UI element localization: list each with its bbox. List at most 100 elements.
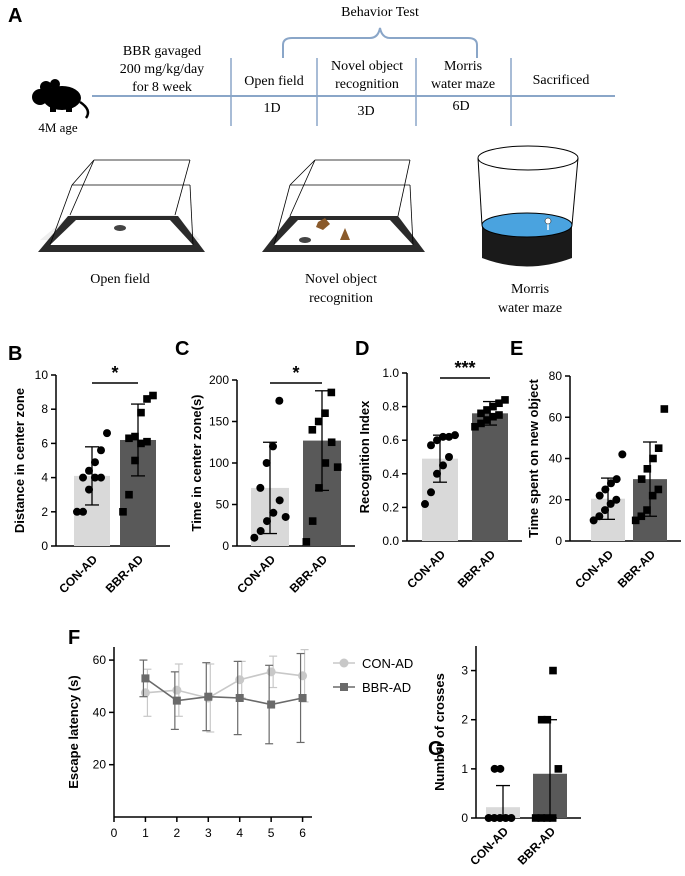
open-field-step: Open field bbox=[244, 74, 303, 89]
behavior-test-label: Behavior Test bbox=[341, 5, 419, 20]
data-point bbox=[103, 429, 111, 438]
legend-marker bbox=[340, 683, 348, 691]
data-point bbox=[321, 409, 329, 417]
data-point bbox=[256, 483, 265, 492]
y-axis-label: Time in center zone(s) bbox=[189, 394, 204, 531]
open-field-box-illustration bbox=[38, 159, 205, 252]
data-point bbox=[131, 432, 139, 441]
data-point bbox=[235, 675, 245, 685]
sacrificed-step: Sacrificed bbox=[533, 73, 590, 88]
data-point bbox=[119, 508, 127, 516]
data-point bbox=[91, 458, 99, 467]
mwm-step-line-1: Morris bbox=[444, 59, 482, 74]
panel-a: A Behavior Test 4M age BBR gavaged 200 m… bbox=[8, 5, 615, 316]
data-point bbox=[308, 517, 317, 525]
y-tick-label: 80 bbox=[549, 369, 563, 383]
x-tick-label: 1 bbox=[142, 826, 149, 840]
data-point bbox=[451, 431, 459, 440]
panel-label: G bbox=[428, 738, 444, 760]
y-tick-label: 8 bbox=[41, 402, 48, 416]
data-point bbox=[250, 533, 259, 542]
panel-e: E 0 20 40 60 80 Time spent on new object CON-AD… bbox=[510, 338, 681, 591]
mouse-icon bbox=[32, 79, 90, 119]
legend-marker bbox=[339, 658, 349, 668]
data-point bbox=[131, 456, 139, 465]
x-tick-label: 4 bbox=[236, 826, 243, 840]
data-point bbox=[537, 715, 546, 724]
data-point bbox=[543, 814, 551, 822]
bbr-line-3: for 8 week bbox=[132, 80, 192, 95]
category-label: CON-AD bbox=[234, 552, 278, 596]
data-point bbox=[172, 685, 182, 695]
y-axis-label: Escape latency (s) bbox=[66, 675, 81, 788]
panel-f: F 20 40 60 0 1 2 3 4 5 6 Escape latency (s) CON-AD BB… bbox=[66, 627, 413, 840]
panel-b: B 0 2 4 6 8 10 Distance in center zone CON-AD BBR… bbox=[8, 343, 170, 596]
data-point bbox=[612, 495, 621, 504]
data-point bbox=[654, 444, 663, 452]
data-point bbox=[140, 688, 150, 698]
data-point bbox=[489, 412, 497, 421]
data-point bbox=[537, 814, 546, 822]
data-point bbox=[235, 694, 244, 702]
y-tick-label: 40 bbox=[93, 705, 107, 719]
nor-step-line-1: Novel object bbox=[331, 59, 403, 74]
data-point bbox=[548, 814, 557, 822]
mwm-caption-line-1: Morris bbox=[511, 282, 549, 297]
y-tick-label: 60 bbox=[549, 410, 563, 424]
data-point bbox=[327, 438, 336, 447]
data-point bbox=[643, 506, 651, 514]
data-point bbox=[137, 439, 145, 448]
data-point bbox=[490, 764, 499, 773]
open-field-day: 1D bbox=[263, 101, 280, 116]
data-point bbox=[172, 696, 181, 705]
y-tick-label: 40 bbox=[549, 452, 563, 466]
data-point bbox=[427, 441, 435, 450]
category-label: CON-AD bbox=[404, 547, 448, 591]
y-axis-label: Distance in center zone bbox=[12, 388, 27, 533]
panel-d: D 0.0 0.2 0.4 0.6 0.8 1.0 Recognition Index CON-… bbox=[355, 338, 522, 591]
data-point bbox=[654, 485, 663, 494]
panel-label: D bbox=[355, 338, 369, 360]
category-label: CON-AD bbox=[56, 552, 100, 596]
data-point bbox=[269, 508, 278, 517]
data-point bbox=[601, 485, 610, 494]
data-point bbox=[421, 500, 429, 509]
data-point bbox=[269, 442, 277, 451]
nor-day: 3D bbox=[357, 104, 374, 119]
data-point bbox=[439, 432, 447, 441]
y-tick-label: 0 bbox=[41, 539, 48, 553]
data-point bbox=[483, 406, 491, 414]
data-point bbox=[660, 405, 669, 413]
category-label: BBR-AD bbox=[287, 552, 331, 596]
data-point bbox=[471, 422, 479, 431]
data-point bbox=[333, 463, 342, 471]
data-point bbox=[267, 700, 276, 709]
x-tick-label: 6 bbox=[299, 826, 306, 840]
novel-object-box-illustration bbox=[262, 159, 425, 252]
panel-g: G 0 1 2 3 Number of crosses CON-AD BBR-AD bbox=[428, 646, 581, 868]
data-point bbox=[648, 491, 657, 500]
y-tick-label: 1.0 bbox=[382, 366, 399, 380]
series-line-bbr-ad bbox=[144, 677, 303, 706]
panel-label: C bbox=[175, 338, 189, 360]
data-point bbox=[507, 814, 516, 822]
data-point bbox=[489, 402, 497, 411]
y-tick-label: 50 bbox=[216, 498, 230, 512]
data-point bbox=[302, 538, 311, 546]
x-tick-label: 2 bbox=[174, 826, 181, 840]
y-tick-label: 0 bbox=[461, 811, 468, 825]
data-point bbox=[445, 432, 453, 441]
x-tick-label: 5 bbox=[268, 826, 275, 840]
data-point bbox=[97, 473, 105, 482]
x-tick-label: 0 bbox=[111, 826, 118, 840]
open-field-caption: Open field bbox=[90, 272, 149, 287]
y-axis-label: Time spent on new object bbox=[526, 379, 541, 538]
data-point bbox=[477, 409, 485, 418]
data-point bbox=[298, 671, 308, 681]
data-point bbox=[595, 491, 604, 500]
data-point bbox=[427, 488, 435, 497]
y-tick-label: 0.2 bbox=[382, 500, 399, 514]
y-tick-label: 0.6 bbox=[382, 433, 399, 447]
data-point bbox=[549, 666, 557, 675]
